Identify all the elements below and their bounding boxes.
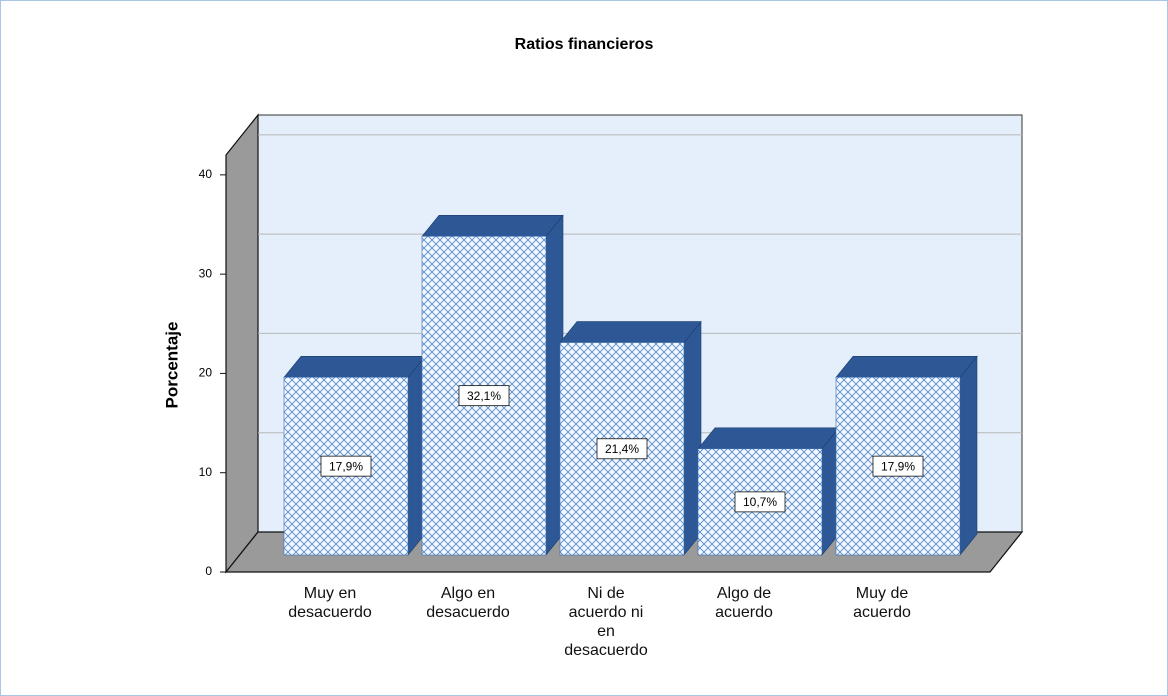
value-label: 17,9% bbox=[881, 459, 915, 473]
bar-top bbox=[283, 355, 426, 378]
value-label: 10,7% bbox=[743, 495, 777, 509]
value-label-box bbox=[458, 385, 510, 407]
x-tick-label: Algo en desacuerdo bbox=[426, 585, 510, 621]
side-wall bbox=[225, 113, 259, 574]
x-tick-label: Muy en desacuerdo bbox=[288, 585, 372, 621]
value-label: 32,1% bbox=[467, 389, 501, 403]
bar-side bbox=[959, 355, 978, 556]
value-label: 21,4% bbox=[605, 442, 639, 456]
x-tick-label: Algo de acuerdo bbox=[715, 585, 773, 621]
value-label-box bbox=[734, 491, 786, 513]
x-tick-label: Muy de acuerdo bbox=[853, 585, 911, 621]
y-tick-label: 40 bbox=[199, 167, 213, 181]
bar-top bbox=[559, 321, 702, 343]
y-axis-label: Porcentaje bbox=[162, 322, 181, 409]
bar-top bbox=[697, 427, 840, 450]
x-tick-label: Ni de acuerdo ni en desacuerdo bbox=[564, 585, 648, 659]
value-label-box bbox=[596, 438, 648, 460]
y-tick-label: 0 bbox=[205, 564, 212, 578]
y-tick-label: 30 bbox=[199, 266, 213, 280]
value-label-box bbox=[872, 455, 924, 477]
bar-top bbox=[835, 355, 978, 378]
value-label: 17,9% bbox=[329, 459, 363, 473]
y-tick-label: 10 bbox=[199, 465, 213, 479]
chart-title: Ratios financieros bbox=[515, 36, 654, 53]
bar-top bbox=[421, 214, 564, 237]
y-tick-label: 20 bbox=[199, 366, 213, 380]
value-label-box bbox=[320, 455, 372, 477]
